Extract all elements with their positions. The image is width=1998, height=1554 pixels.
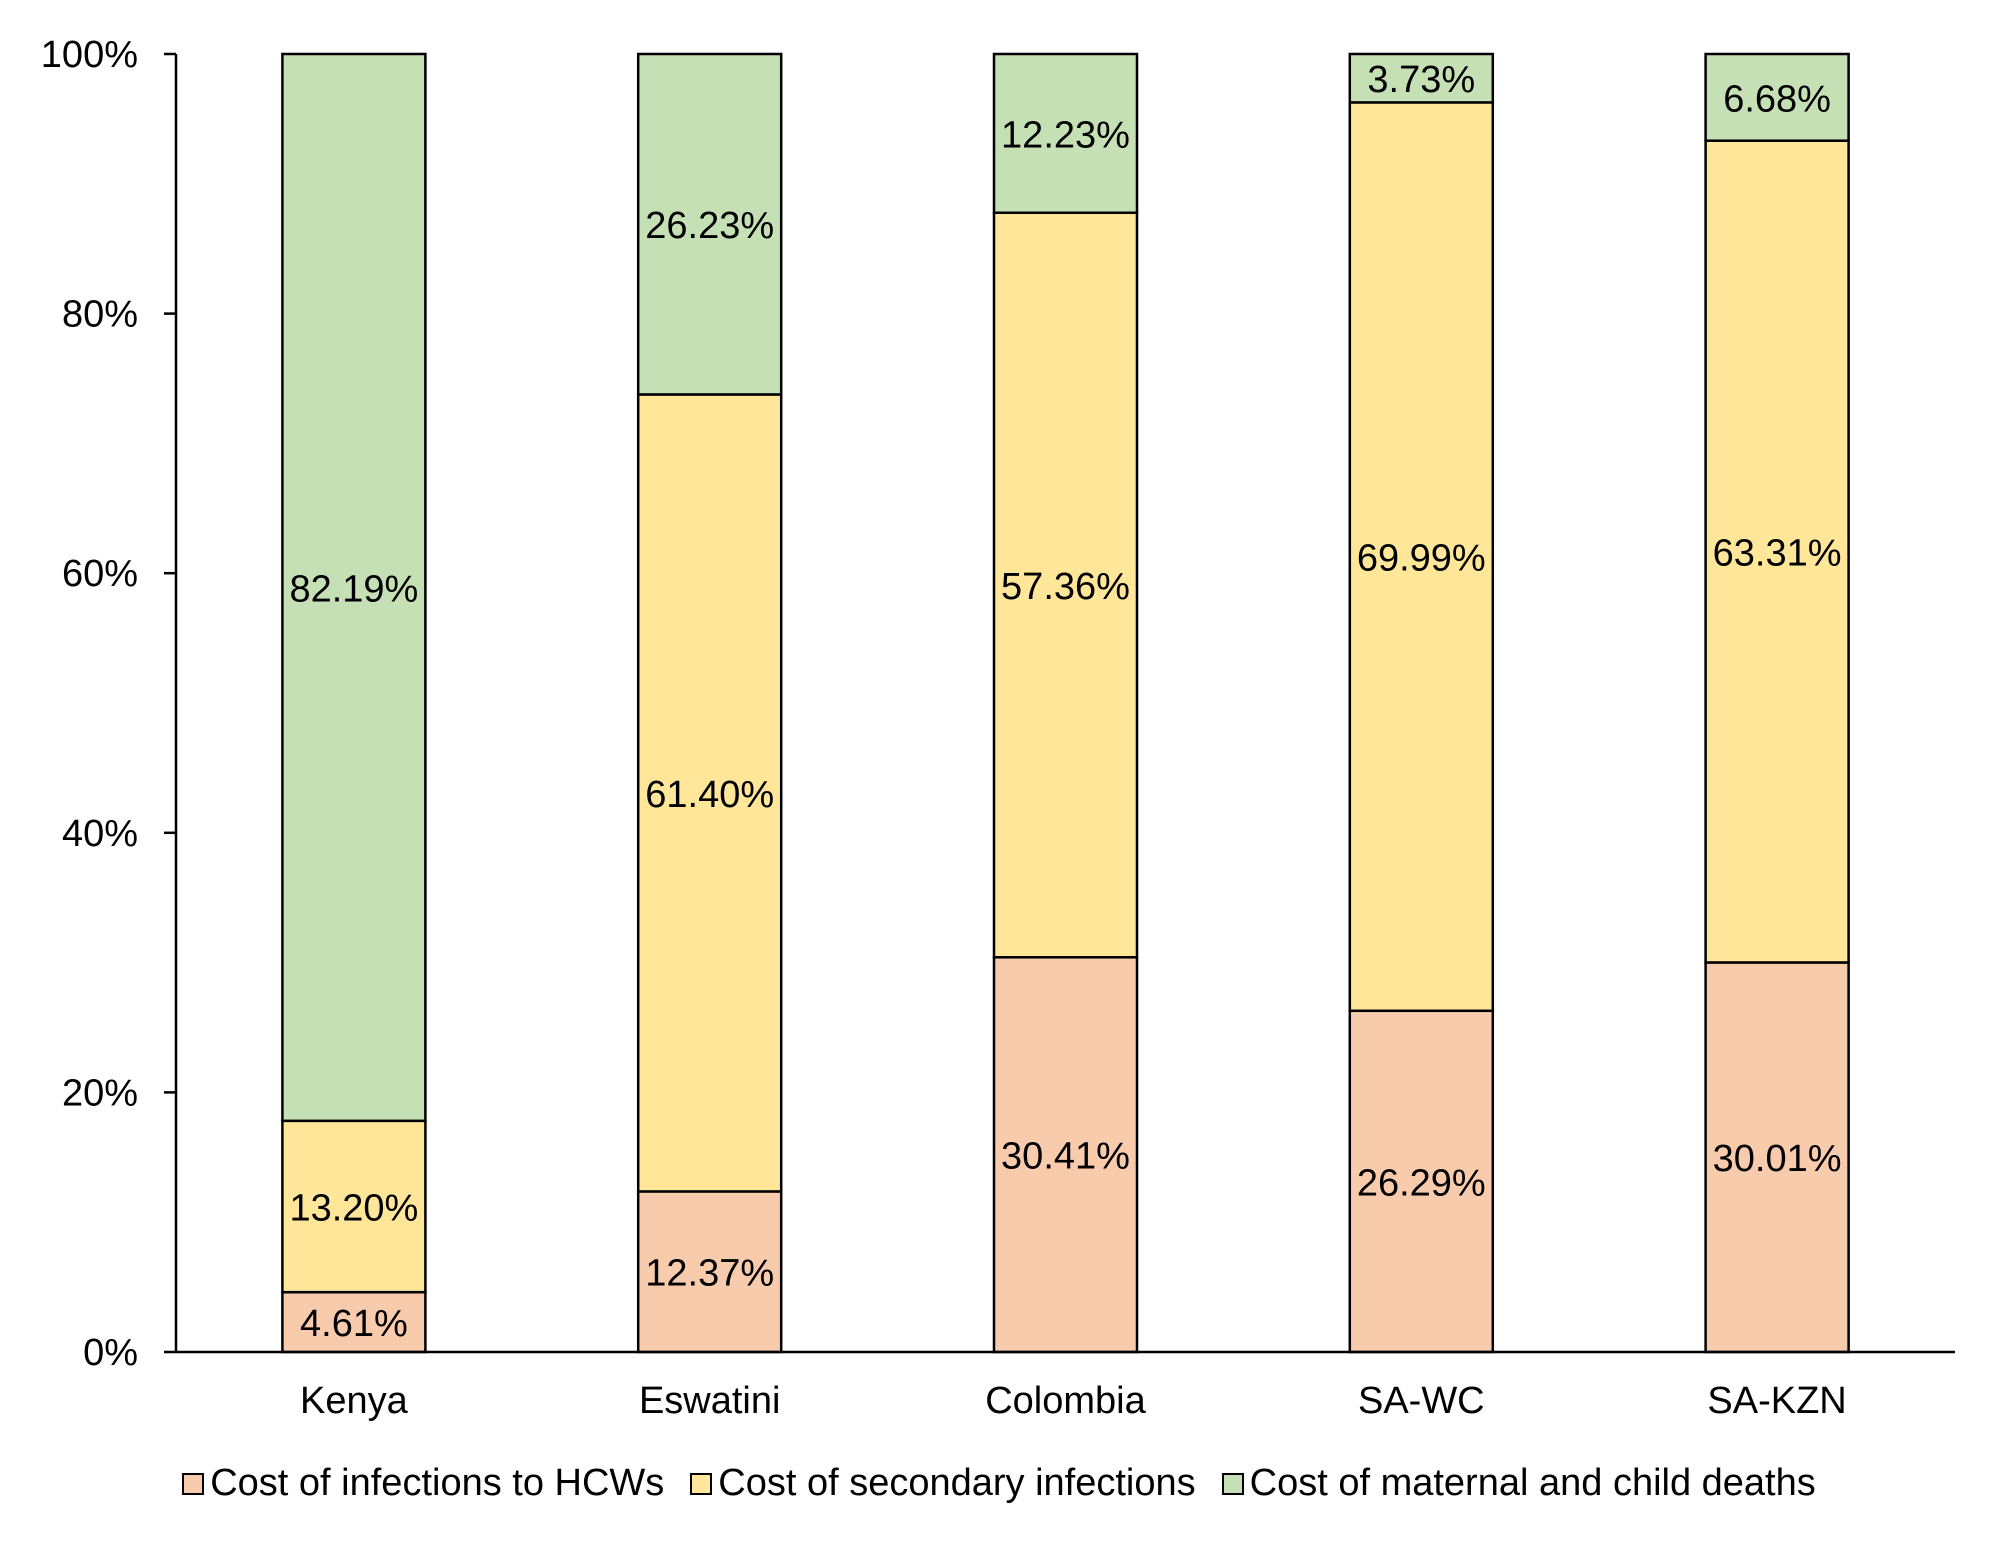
data-label-maternal-child-deaths-colombia: 12.23%	[1001, 114, 1130, 156]
legend-swatch-maternal-child-deaths	[1221, 1472, 1244, 1495]
chart-legend: Cost of infections to HCWs Cost of secon…	[0, 1462, 1998, 1505]
bar-segment-maternal-child-deaths-kenya	[281, 52, 427, 1123]
data-label-secondary-infections-colombia: 57.36%	[1001, 566, 1130, 608]
y-tick-label-40: 40%	[62, 813, 138, 855]
x-tick-label-sa-kzn: SA-KZN	[1707, 1380, 1846, 1422]
bars-layer	[281, 52, 1850, 1354]
legend-label-maternal-child-deaths: Cost of maternal and child deaths	[1249, 1462, 1816, 1504]
data-label-maternal-child-deaths-eswatini: 26.23%	[645, 205, 774, 247]
data-label-secondary-infections-kenya: 13.20%	[289, 1187, 418, 1229]
bar-segment-maternal-child-deaths-sa-kzn	[1704, 52, 1850, 142]
bar-segment-maternal-child-deaths-colombia	[992, 52, 1139, 214]
data-label-secondary-infections-eswatini: 61.40%	[645, 774, 774, 816]
y-tick-label-60: 60%	[62, 553, 138, 595]
y-tick-label-20: 20%	[62, 1072, 138, 1114]
legend-item-maternal-child-deaths: Cost of maternal and child deaths	[1221, 1462, 1816, 1505]
y-tick-label-100: 100%	[41, 34, 138, 76]
legend-item-secondary-infections: Cost of secondary infections	[690, 1462, 1196, 1505]
bar-segment-maternal-child-deaths-eswatini	[636, 52, 783, 396]
data-label-hcw-infections-sa-wc: 26.29%	[1357, 1162, 1486, 1204]
data-label-maternal-child-deaths-kenya: 82.19%	[289, 568, 418, 610]
data-label-hcw-infections-sa-kzn: 30.01%	[1713, 1138, 1842, 1180]
legend-swatch-secondary-infections	[690, 1472, 713, 1495]
data-label-hcw-infections-eswatini: 12.37%	[645, 1253, 774, 1295]
legend-item-hcw-infections: Cost of infections to HCWs	[182, 1462, 664, 1505]
x-tick-label-sa-wc: SA-WC	[1358, 1380, 1485, 1422]
axes-layer: Kenya Eswatini Colombia SA-WC SA-KZN 0% 20% 40%…	[41, 34, 1955, 1422]
data-label-maternal-child-deaths-sa-kzn: 6.68%	[1723, 78, 1831, 120]
bar-segment-secondary-infections-kenya	[281, 1119, 427, 1294]
x-tick-label-eswatini: Eswatini	[639, 1380, 781, 1422]
legend-label-secondary-infections: Cost of secondary infections	[718, 1462, 1196, 1504]
x-tick-label-kenya: Kenya	[300, 1380, 409, 1422]
bar-segment-secondary-infections-colombia	[992, 211, 1139, 959]
data-label-hcw-infections-colombia: 30.41%	[1001, 1136, 1130, 1178]
bar-segment-hcw-infections-kenya	[281, 1290, 427, 1354]
bar-segment-maternal-child-deaths-sa-wc	[1348, 52, 1495, 104]
bar-segment-secondary-infections-sa-wc	[1348, 101, 1495, 1013]
data-label-secondary-infections-sa-kzn: 63.31%	[1713, 533, 1842, 575]
y-tick-label-0: 0%	[83, 1332, 138, 1374]
data-labels-layer: 4.61% 13.20% 82.19% 12.37% 61.40% 26.23% 30.41…	[289, 59, 1841, 1345]
bar-segment-hcw-infections-sa-kzn	[1704, 961, 1850, 1354]
legend-swatch-hcw-infections	[182, 1472, 205, 1495]
legend-label-hcw-infections: Cost of infections to HCWs	[210, 1462, 665, 1504]
data-label-secondary-infections-sa-wc: 69.99%	[1357, 538, 1486, 580]
data-label-hcw-infections-kenya: 4.61%	[300, 1303, 408, 1345]
x-tick-label-colombia: Colombia	[985, 1380, 1146, 1422]
bar-segment-secondary-infections-eswatini	[636, 393, 783, 1193]
bar-segment-hcw-infections-sa-wc	[1348, 1009, 1495, 1354]
y-tick-label-80: 80%	[62, 294, 138, 336]
data-label-maternal-child-deaths-sa-wc: 3.73%	[1367, 59, 1475, 101]
bar-segment-hcw-infections-eswatini	[636, 1190, 783, 1354]
